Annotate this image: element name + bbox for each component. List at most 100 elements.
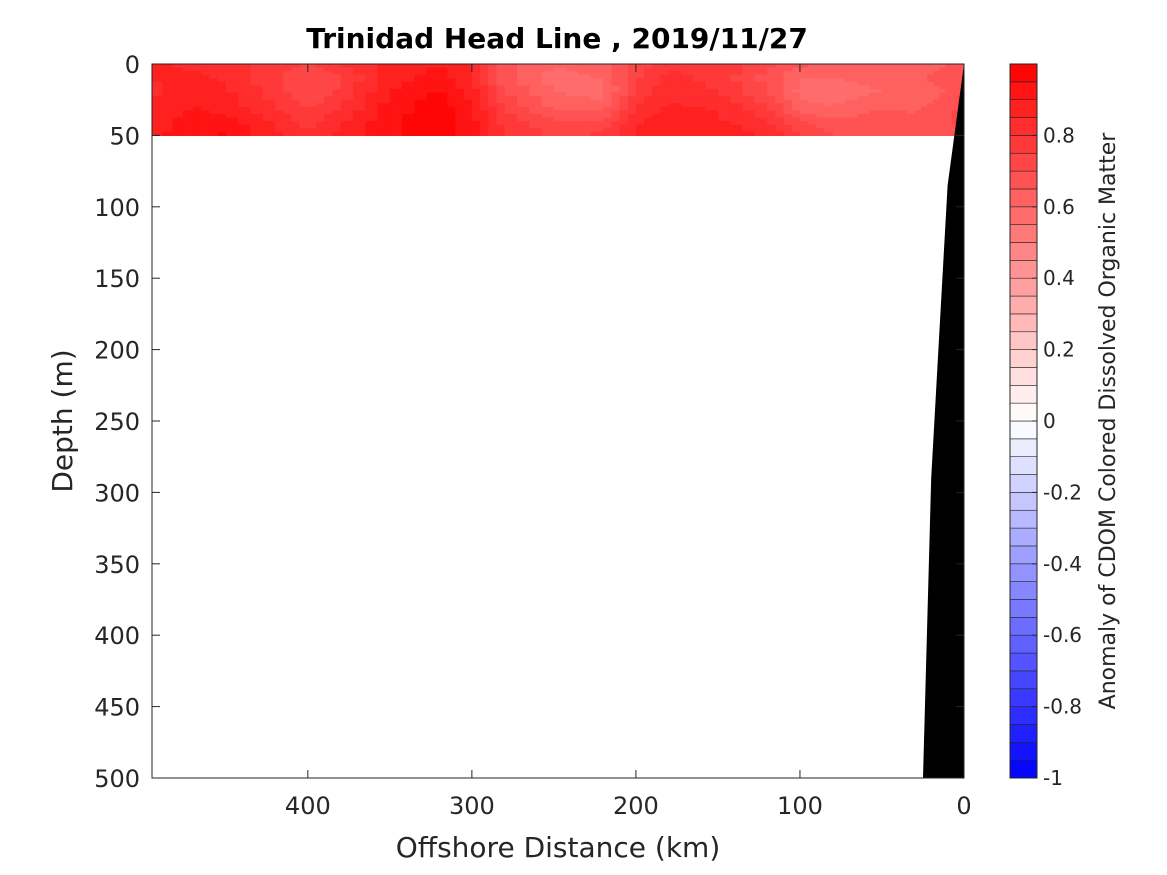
field-cell: [414, 113, 428, 119]
field-cell: [644, 78, 653, 83]
field-cell: [365, 106, 379, 112]
field-cell: [668, 88, 682, 94]
field-cell: [340, 131, 354, 136]
field-cell: [496, 81, 506, 87]
field-cell: [898, 88, 908, 94]
field-cell: [717, 124, 731, 129]
field-cell: [402, 64, 416, 69]
field-cell: [496, 110, 506, 115]
field-cell: [767, 106, 776, 112]
field-cell: [201, 67, 211, 72]
field-cell: [945, 131, 953, 136]
field-cell: [172, 113, 184, 119]
colorbar-level: [1009, 456, 1038, 475]
field-cell: [324, 92, 334, 97]
field-cell: [808, 74, 817, 79]
field-cell: [627, 88, 637, 94]
field-cell: [660, 124, 670, 129]
field-cell: [377, 85, 391, 90]
field-cell: [857, 121, 871, 126]
field-cell: [238, 124, 252, 129]
field-cell: [705, 96, 719, 101]
field-cell: [193, 99, 202, 104]
field-cell: [480, 110, 489, 115]
field-cell: [365, 88, 379, 94]
field-cell: [504, 85, 518, 90]
field-cell: [209, 64, 219, 69]
field-cell: [945, 128, 953, 133]
field-cell: [152, 92, 163, 97]
field-cell: [209, 74, 219, 79]
field-cell: [869, 64, 883, 69]
field-cell: [262, 117, 276, 122]
field-cell: [783, 128, 793, 133]
field-cell: [307, 110, 317, 115]
field-cell: [845, 74, 858, 79]
field-cell: [340, 99, 354, 104]
field-cell: [426, 103, 440, 108]
field-cell: [767, 99, 776, 104]
field-cell: [504, 88, 518, 94]
field-cell: [377, 64, 391, 69]
field-cell: [324, 110, 334, 115]
field-cell: [193, 64, 202, 69]
field-cell: [717, 99, 731, 104]
field-cell: [742, 88, 756, 94]
field-cell: [799, 81, 809, 87]
field-cell: [553, 71, 567, 76]
field-cell: [754, 113, 768, 119]
field-cell: [816, 85, 826, 90]
field-cell: [307, 85, 317, 90]
field-cell: [890, 113, 899, 119]
field-cell: [791, 81, 801, 87]
field-cell: [172, 67, 184, 72]
field-cell: [439, 106, 448, 112]
field-cell: [857, 110, 871, 115]
colorbar-label: Anomaly of CDOM Colored Dissolved Organi…: [1096, 132, 1121, 710]
field-cell: [455, 110, 465, 115]
field-cell: [488, 106, 498, 112]
field-cell: [652, 117, 662, 122]
field-cell: [845, 85, 858, 90]
field-cell: [717, 131, 731, 136]
bathymetry-layer: [922, 64, 964, 778]
field-cell: [906, 81, 916, 87]
field-cell: [906, 117, 916, 122]
field-cell: [275, 74, 284, 79]
field-cell: [283, 131, 293, 136]
field-cell: [332, 88, 342, 94]
field-cell: [590, 103, 604, 108]
field-cell: [225, 128, 239, 133]
field-cell: [439, 103, 448, 108]
field-cell: [496, 124, 506, 129]
field-cell: [775, 67, 785, 72]
field-cell: [681, 110, 694, 115]
field-cell: [767, 81, 776, 87]
field-cell: [566, 78, 580, 83]
field-cell: [730, 110, 744, 115]
field-cell: [791, 106, 801, 112]
field-cell: [578, 103, 592, 108]
field-cell: [611, 81, 621, 87]
field-cell: [193, 103, 202, 108]
field-cell: [869, 121, 883, 126]
field-cell: [652, 110, 662, 115]
field-cell: [914, 81, 922, 87]
field-cell: [529, 106, 543, 112]
field-cell: [742, 78, 756, 83]
field-cell: [742, 74, 756, 79]
field-cell: [182, 67, 194, 72]
field-cell: [914, 103, 922, 108]
field-cell: [365, 124, 379, 129]
field-cell: [152, 85, 163, 90]
field-cell: [488, 67, 498, 72]
field-cell: [881, 92, 891, 97]
field-cell: [262, 92, 276, 97]
field-cell: [162, 92, 174, 97]
field-cell: [693, 64, 707, 69]
field-cell: [182, 64, 194, 69]
field-cell: [869, 110, 883, 115]
field-cell: [352, 88, 366, 94]
field-cell: [447, 128, 457, 133]
field-cell: [541, 96, 555, 101]
